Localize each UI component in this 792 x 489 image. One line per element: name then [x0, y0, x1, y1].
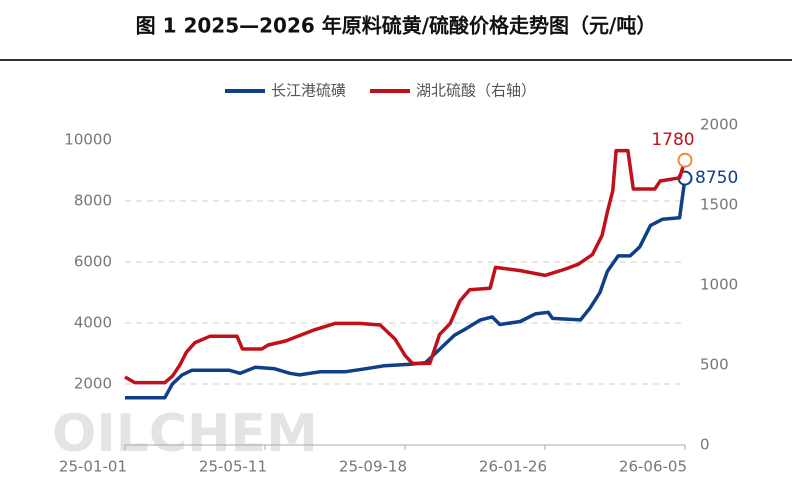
y-tick-label: 4000 [74, 314, 112, 332]
y-tick-label: 2000 [74, 375, 112, 393]
x-tick-label: 26-06-05 [619, 458, 687, 476]
y2-tick-label: 500 [700, 356, 729, 374]
y-tick-label: 8000 [74, 192, 112, 210]
y2-tick-label: 1000 [700, 276, 738, 294]
legend-label: 湖北硫酸（右轴） [416, 82, 536, 100]
x-tick-label: 25-09-18 [339, 458, 407, 476]
chart-title: 图 1 2025—2026 年原料硫黄/硫酸价格走势图（元/吨） [136, 14, 657, 38]
x-tick-label: 26-01-26 [479, 458, 547, 476]
y2-tick-label: 0 [700, 436, 710, 454]
end-label: 1780 [651, 130, 694, 150]
series-line [124, 148, 687, 385]
series-line [125, 177, 687, 400]
y-tick-label: 10000 [64, 131, 112, 149]
x-tick-label: 25-01-01 [59, 458, 127, 476]
y-tick-label: 6000 [74, 253, 112, 271]
y2-tick-label: 1500 [700, 196, 738, 214]
watermark: OILCHEM [52, 404, 318, 464]
end-marker [677, 152, 693, 168]
y2-tick-label: 2000 [700, 116, 738, 134]
legend-label: 长江港硫磺 [271, 82, 346, 100]
end-label: 8750 [695, 168, 738, 188]
x-tick-label: 25-05-11 [199, 458, 267, 476]
